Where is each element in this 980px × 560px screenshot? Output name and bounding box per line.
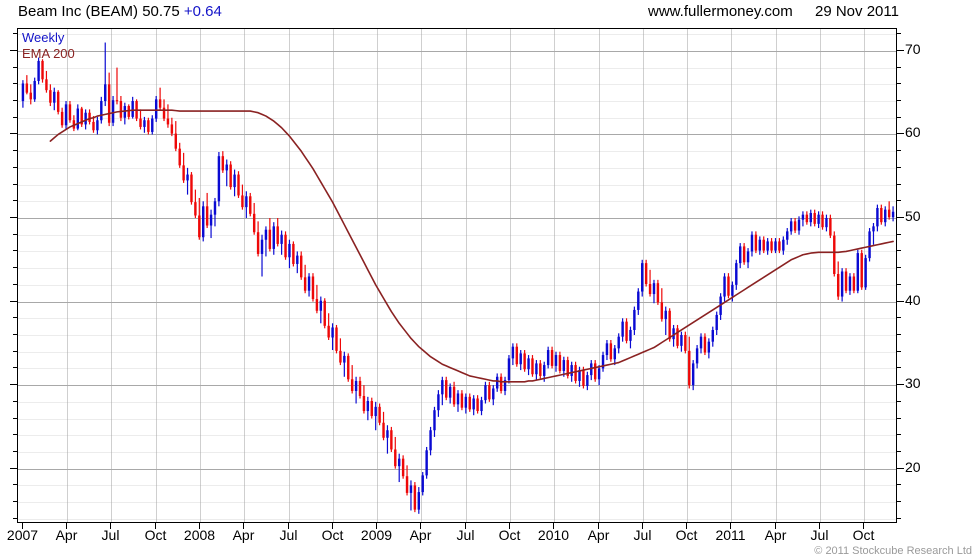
y-tick-label: 40 <box>905 291 921 308</box>
x-tick-label: Apr <box>409 527 432 543</box>
x-tick-label: 2008 <box>183 527 216 543</box>
plot-area <box>17 28 897 523</box>
y-tick-label: 20 <box>905 458 921 475</box>
x-tick-label: Oct <box>144 527 167 543</box>
left-axis-ticks <box>10 33 17 519</box>
x-tick-label: 2007 <box>6 527 39 543</box>
y-tick-label: 50 <box>905 208 921 224</box>
x-tick-label: Jul <box>456 527 475 543</box>
x-tick-label: 2011 <box>715 527 746 543</box>
x-tick-label: Apr <box>587 527 610 543</box>
x-tick-label: Apr <box>232 527 255 543</box>
x-tick-label: Jul <box>101 527 120 543</box>
chart-header: Beam Inc (BEAM) 50.75 +0.64 www.fullermo… <box>0 0 980 26</box>
x-tick-label: 2010 <box>537 527 570 543</box>
y-tick-label: 60 <box>905 124 921 141</box>
instrument-title: Beam Inc (BEAM) 50.75 +0.64 <box>18 3 222 20</box>
y-tick-label: 30 <box>905 375 921 392</box>
x-tick-label: 2009 <box>360 527 393 543</box>
x-tick-label: Jul <box>633 527 652 543</box>
instrument-name-price: Beam Inc (BEAM) 50.75 <box>18 3 180 20</box>
price-chart-canvas <box>17 28 897 523</box>
x-tick-label: Apr <box>55 527 78 543</box>
x-axis-ticks <box>22 523 864 529</box>
y-tick-label: 70 <box>905 40 921 57</box>
x-tick-label: Oct <box>675 527 698 543</box>
x-tick-label: Oct <box>852 527 875 543</box>
copyright-notice: © 2011 Stockcube Research Ltd <box>814 545 972 557</box>
x-tick-label: Jul <box>279 527 298 543</box>
chart-date: 29 Nov 2011 <box>815 3 899 20</box>
x-tick-label: Jul <box>810 527 829 543</box>
x-tick-label: Apr <box>764 527 787 543</box>
y-axis-ticks <box>897 33 904 519</box>
legend-ema200: EMA 200 <box>22 46 75 61</box>
x-tick-label: Oct <box>321 527 344 543</box>
x-tick-label: Oct <box>498 527 521 543</box>
source-website: www.fullermoney.com <box>648 3 793 20</box>
legend-interval: Weekly <box>22 30 65 45</box>
price-change: +0.64 <box>183 3 222 20</box>
